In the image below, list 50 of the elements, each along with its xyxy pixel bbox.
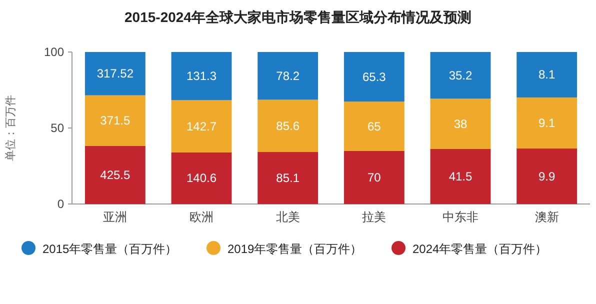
chart-title: 2015-2024年全球大家电市场零售量区域分布情况及预测 bbox=[124, 9, 472, 25]
annotation: 65 bbox=[367, 119, 382, 134]
annotation: 70 bbox=[367, 170, 382, 184]
annotation: 38 bbox=[454, 116, 468, 131]
annotation: 131.3 bbox=[186, 69, 217, 84]
bar bbox=[171, 52, 232, 100]
bar bbox=[258, 52, 318, 100]
bar bbox=[344, 150, 404, 204]
annotation: 9.9 bbox=[538, 169, 556, 184]
bar bbox=[516, 148, 578, 204]
annotation: 85.6 bbox=[276, 118, 300, 133]
annotation: 78.2 bbox=[276, 68, 300, 83]
annotation: 41.5 bbox=[448, 169, 472, 184]
annotation: 85.1 bbox=[276, 171, 300, 186]
annotation: 317.52 bbox=[96, 66, 134, 81]
bar bbox=[258, 152, 318, 204]
legend-label: 2024年零售量（百万件） bbox=[412, 242, 548, 256]
annotation: 425.5 bbox=[100, 168, 131, 182]
legend-label: 2019年零售量（百万件） bbox=[228, 242, 362, 256]
y-tick-label: 0 bbox=[57, 197, 64, 211]
y-tick-label: 50 bbox=[50, 121, 64, 135]
x-tick-label: 澳新 bbox=[534, 210, 559, 224]
bar bbox=[430, 148, 491, 204]
x-tick-label: 亚洲 bbox=[103, 210, 128, 224]
bar bbox=[516, 52, 578, 98]
y-tick-label: 100 bbox=[44, 45, 64, 59]
x-tick-label: 拉美 bbox=[362, 210, 386, 224]
bar bbox=[258, 100, 318, 152]
bar bbox=[430, 52, 491, 99]
x-tick-label: 欧洲 bbox=[190, 210, 214, 224]
annotation: 9.1 bbox=[538, 116, 556, 130]
bar bbox=[344, 52, 404, 102]
legend-label: 2015年零售量（百万件） bbox=[42, 242, 178, 256]
bar bbox=[516, 97, 578, 149]
x-tick-label: 北美 bbox=[276, 210, 300, 224]
annotation: 35.2 bbox=[448, 68, 472, 82]
bar bbox=[344, 102, 404, 151]
bar bbox=[84, 146, 146, 204]
bar bbox=[84, 52, 146, 96]
annotation: 140.6 bbox=[186, 171, 217, 186]
x-tick-label: 中东非 bbox=[442, 210, 478, 224]
bar bbox=[84, 95, 146, 146]
annotation: 8.1 bbox=[538, 68, 556, 82]
annotation: 371.5 bbox=[100, 114, 131, 128]
bar bbox=[171, 100, 232, 152]
annotation: 65.3 bbox=[362, 70, 386, 84]
bar bbox=[171, 152, 232, 204]
bar bbox=[430, 98, 491, 149]
y-axis-title: 单位：百万件 bbox=[4, 95, 17, 161]
annotation: 142.7 bbox=[186, 119, 217, 134]
